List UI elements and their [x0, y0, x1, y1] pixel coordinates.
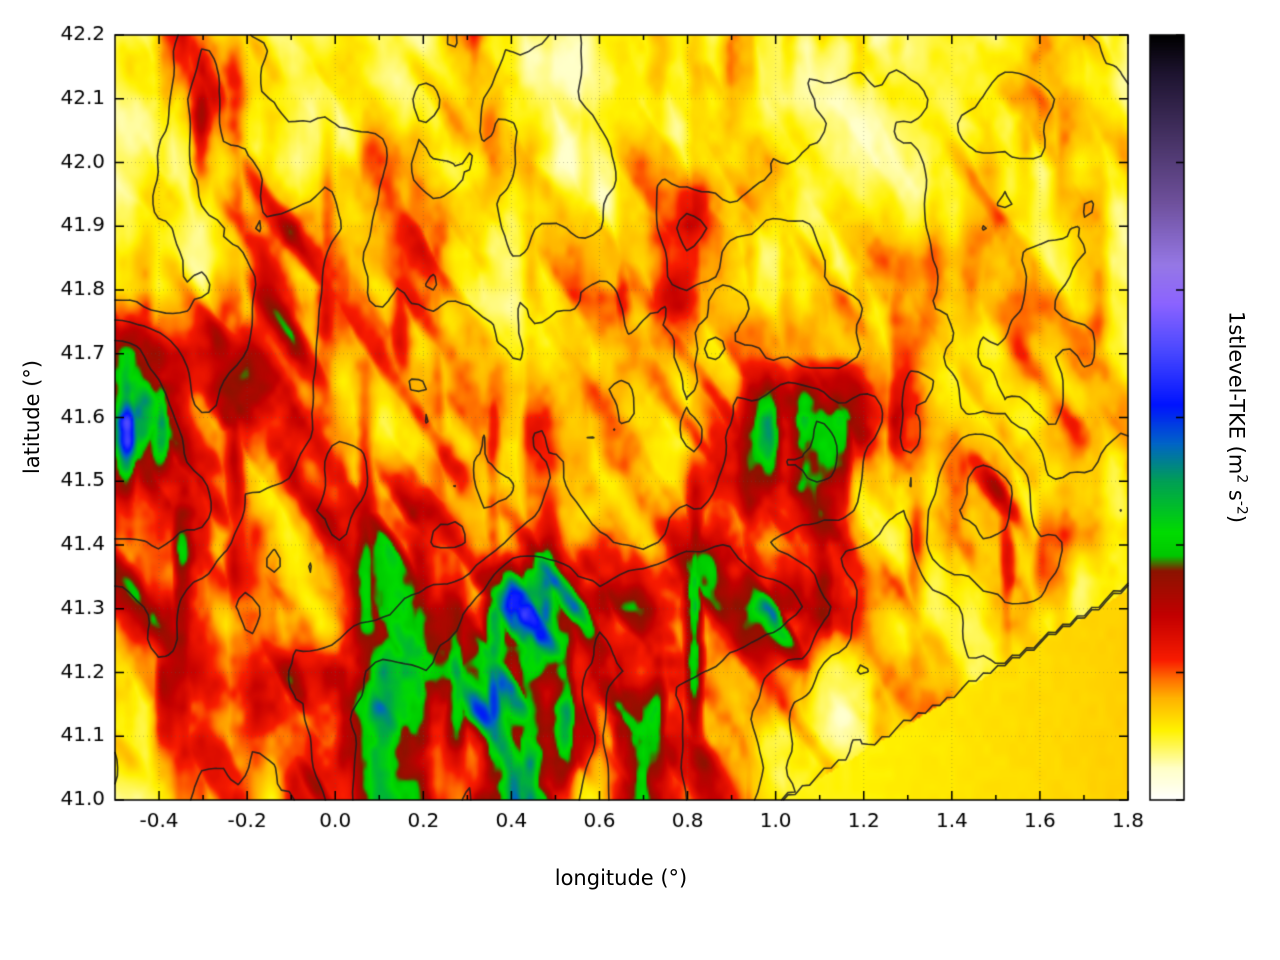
x-axis-label: longitude (°): [554, 866, 688, 890]
colorbar-label-mid: s: [1224, 483, 1249, 501]
colorbar-label: 1stlevel-TKE (m2 s-2): [1225, 311, 1250, 523]
colorbar-label-prefix: 1stlevel-TKE (m: [1224, 310, 1249, 475]
colorbar-label-sup2: -2: [1233, 500, 1250, 515]
y-axis-label: latitude (°): [20, 359, 44, 475]
colorbar-label-sup1: 2: [1233, 474, 1250, 484]
colorbar-label-suffix: ): [1224, 514, 1249, 524]
